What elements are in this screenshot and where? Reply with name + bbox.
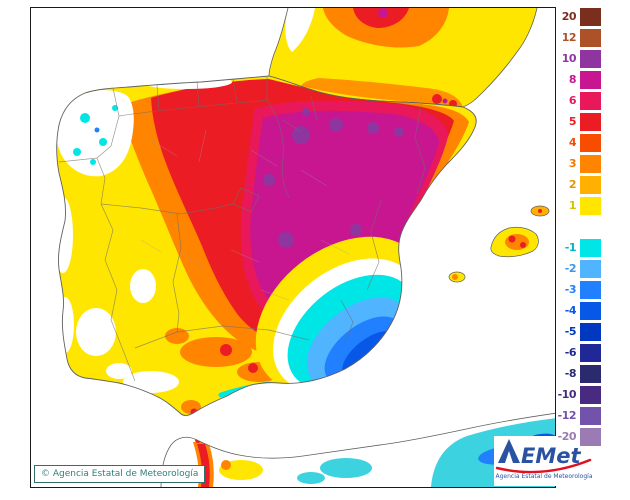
legend-entry: 20 — [552, 6, 601, 27]
legend-color-swatch — [580, 7, 601, 26]
legend-color-swatch — [580, 70, 601, 89]
legend-color-swatch — [580, 238, 601, 257]
legend-color-swatch — [580, 364, 601, 383]
legend-color-swatch — [580, 112, 601, 131]
map-frame: © Agencia Estatal de Meteorología — [30, 7, 556, 488]
logo-subtitle: Agencia Estatal de Meteorología — [496, 473, 593, 480]
legend-value-label: -3 — [564, 283, 577, 296]
legend-value-label: -4 — [564, 304, 577, 317]
legend-color-swatch — [580, 28, 601, 47]
legend-color-swatch — [580, 196, 601, 215]
legend-entry: 1 — [552, 195, 601, 216]
copyright-text: © Agencia Estatal de Meteorología — [41, 469, 199, 479]
legend-value-label: -6 — [564, 346, 577, 359]
logo-red-swoosh-icon — [495, 458, 592, 474]
legend-color-swatch — [580, 322, 601, 341]
legend-value-label: 4 — [568, 136, 577, 149]
legend-entry: -2 — [552, 258, 601, 279]
legend-entry: -10 — [552, 384, 601, 405]
legend-value-label: -8 — [564, 367, 577, 380]
legend-color-swatch — [580, 406, 601, 425]
legend-value-label: -10 — [557, 388, 577, 401]
legend-color-swatch — [580, 154, 601, 173]
legend-value-label: -2 — [564, 262, 577, 275]
legend-color-swatch — [580, 49, 601, 68]
legend-color-swatch — [580, 427, 601, 446]
legend-color-swatch — [580, 280, 601, 299]
legend-entry: -1 — [552, 237, 601, 258]
legend-color-swatch — [580, 175, 601, 194]
legend-value-label: 2 — [568, 178, 577, 191]
aemet-logo: EMet Agencia Estatal de Meteorología — [494, 436, 596, 486]
legend-color-swatch — [580, 301, 601, 320]
legend-entry: -6 — [552, 342, 601, 363]
legend-color-swatch — [580, 133, 601, 152]
legend-entry: -4 — [552, 300, 601, 321]
legend-value-label: -20 — [557, 430, 577, 443]
legend-entry: 12 — [552, 27, 601, 48]
aemet-logo-mark: EMet Agencia Estatal de Meteorología — [496, 439, 593, 480]
legend-color-swatch — [580, 91, 601, 110]
iberia-temperature-map — [31, 8, 555, 487]
legend-entry: 5 — [552, 111, 601, 132]
legend-value-label: 1 — [568, 199, 577, 212]
legend-entry: 6 — [552, 90, 601, 111]
legend-value-label: -12 — [557, 409, 577, 422]
legend-value-label: -1 — [564, 241, 577, 254]
legend-entry: 2 — [552, 174, 601, 195]
copyright-box: © Agencia Estatal de Meteorología — [34, 465, 206, 483]
legend-entry: 8 — [552, 69, 601, 90]
legend-color-swatch — [580, 385, 601, 404]
legend-entry: -8 — [552, 363, 601, 384]
minor-boundaries — [140, 129, 350, 301]
coastline — [56, 75, 477, 416]
legend-entry: -3 — [552, 279, 601, 300]
legend-entry: -5 — [552, 321, 601, 342]
legend-value-label: 5 — [568, 115, 577, 128]
legend-entry: 10 — [552, 48, 601, 69]
legend-value-label: -5 — [564, 325, 577, 338]
legend-value-label: 3 — [568, 157, 577, 170]
legend-entry: -12 — [552, 405, 601, 426]
legend-value-label: 6 — [568, 94, 577, 107]
galicia-neutral-region — [56, 90, 134, 177]
legend-value-label: 8 — [568, 73, 577, 86]
legend-color-swatch — [580, 343, 601, 362]
legend-entry: 3 — [552, 153, 601, 174]
logo-wordmark-tail: EMet — [521, 444, 581, 468]
province-boundaries — [58, 77, 426, 382]
legend-entry: 4 — [552, 132, 601, 153]
legend-value-label: 12 — [561, 31, 577, 44]
temperature-legend: 20 12 10 8 6 5 4 3 2 1 -1 -2 -3 -4 -5 -6 -8 -10 -12 -20 — [552, 6, 601, 447]
legend-value-label: 10 — [561, 52, 577, 65]
logo-a-counter — [505, 451, 513, 463]
legend-color-swatch — [580, 259, 601, 278]
legend-value-label: 20 — [561, 10, 577, 23]
africa-coastline — [160, 412, 555, 487]
balearic-islands — [448, 205, 550, 283]
legend-zero-gap — [552, 216, 601, 237]
legend-entry: -20 — [552, 426, 601, 447]
